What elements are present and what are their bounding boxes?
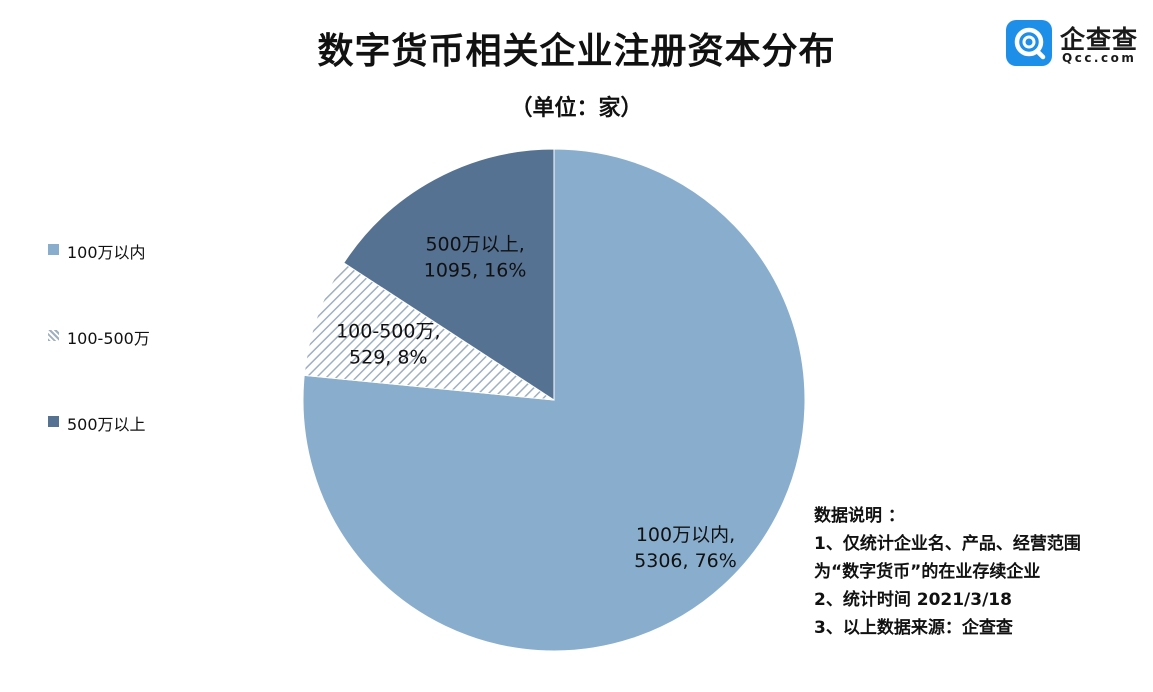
- qcc-logo-icon: [1006, 20, 1052, 66]
- slice-label-2-name: 500万以上,: [425, 233, 524, 255]
- legend-swatch-0: [48, 244, 59, 255]
- legend-swatch-1: [48, 330, 59, 341]
- chart-unit-subtitle: （单位：家）: [510, 96, 643, 121]
- slice-label-1-name: 100-500万,: [336, 321, 440, 343]
- notes-heading: 数据说明 ：: [814, 506, 905, 526]
- qcc-logo-domain: Qcc.com: [1062, 51, 1137, 65]
- notes-line-1: 1、仅统计企业名、产品、经营范围: [814, 534, 1081, 554]
- legend-label-0: 100万以内: [67, 243, 146, 262]
- legend-label-1: 100-500万: [67, 329, 150, 348]
- notes-line-4: 3、以上数据来源：企查查: [814, 618, 1013, 638]
- legend-label-2: 500万以上: [67, 415, 146, 434]
- legend-swatch-2: [48, 416, 59, 427]
- qcc-logo: 企查查 Qcc.com: [1006, 20, 1146, 66]
- data-notes: 数据说明 ： 1、仅统计企业名、产品、经营范围 为“数字货币”的在业存续企业 2…: [814, 502, 1149, 642]
- slice-label-2: 500万以上, 1095, 16%: [424, 233, 527, 281]
- pie-slice-1: [303, 262, 555, 401]
- slice-label-1: 100-500万, 529, 8%: [336, 321, 440, 369]
- qcc-logo-name: 企查查: [1060, 25, 1139, 54]
- pie-slice-2: [343, 148, 555, 401]
- slice-label-0-name: 100万以内,: [636, 524, 735, 546]
- notes-line-2: 为“数字货币”的在业存续企业: [814, 562, 1041, 582]
- slice-label-0-value: 5306, 76%: [634, 550, 737, 572]
- chart-title: 数字货币相关企业注册资本分布: [317, 31, 836, 72]
- chart-legend: 100万以内 100-500万 500万以上: [48, 238, 248, 438]
- slice-label-0: 100万以内, 5306, 76%: [634, 524, 737, 572]
- slice-label-1-value: 529, 8%: [349, 347, 428, 369]
- slice-label-2-value: 1095, 16%: [424, 259, 527, 281]
- notes-line-3: 2、统计时间 2021/3/18: [814, 590, 1012, 610]
